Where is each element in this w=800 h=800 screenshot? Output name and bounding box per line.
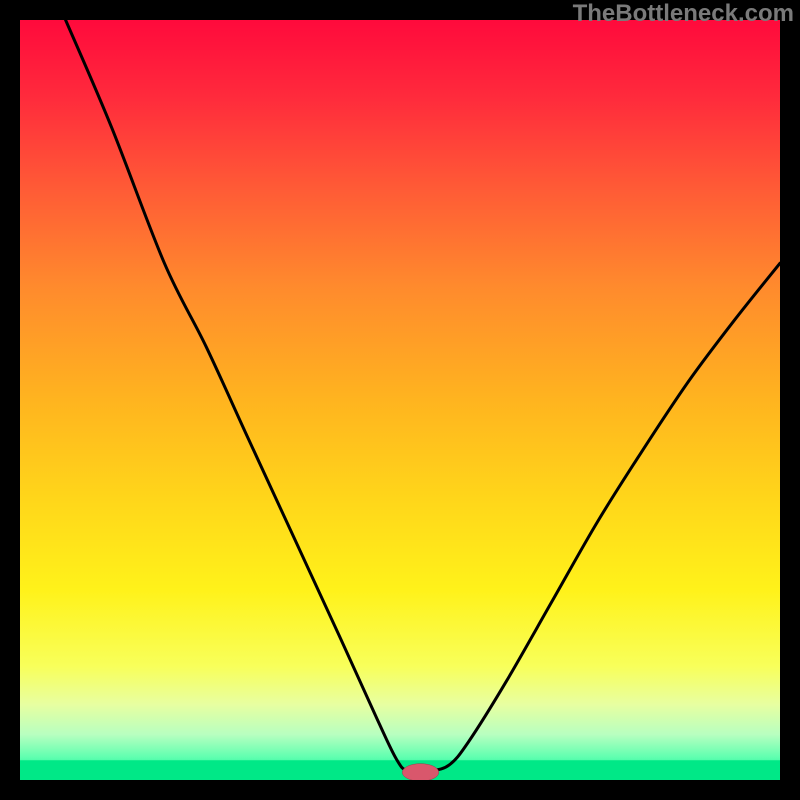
chart-frame: TheBottleneck.com bbox=[0, 0, 800, 800]
gradient-background bbox=[20, 20, 780, 780]
optimum-marker bbox=[402, 764, 438, 780]
watermark-text: TheBottleneck.com bbox=[573, 0, 794, 28]
chart-svg bbox=[20, 20, 780, 780]
chart-plot-area bbox=[20, 20, 780, 780]
